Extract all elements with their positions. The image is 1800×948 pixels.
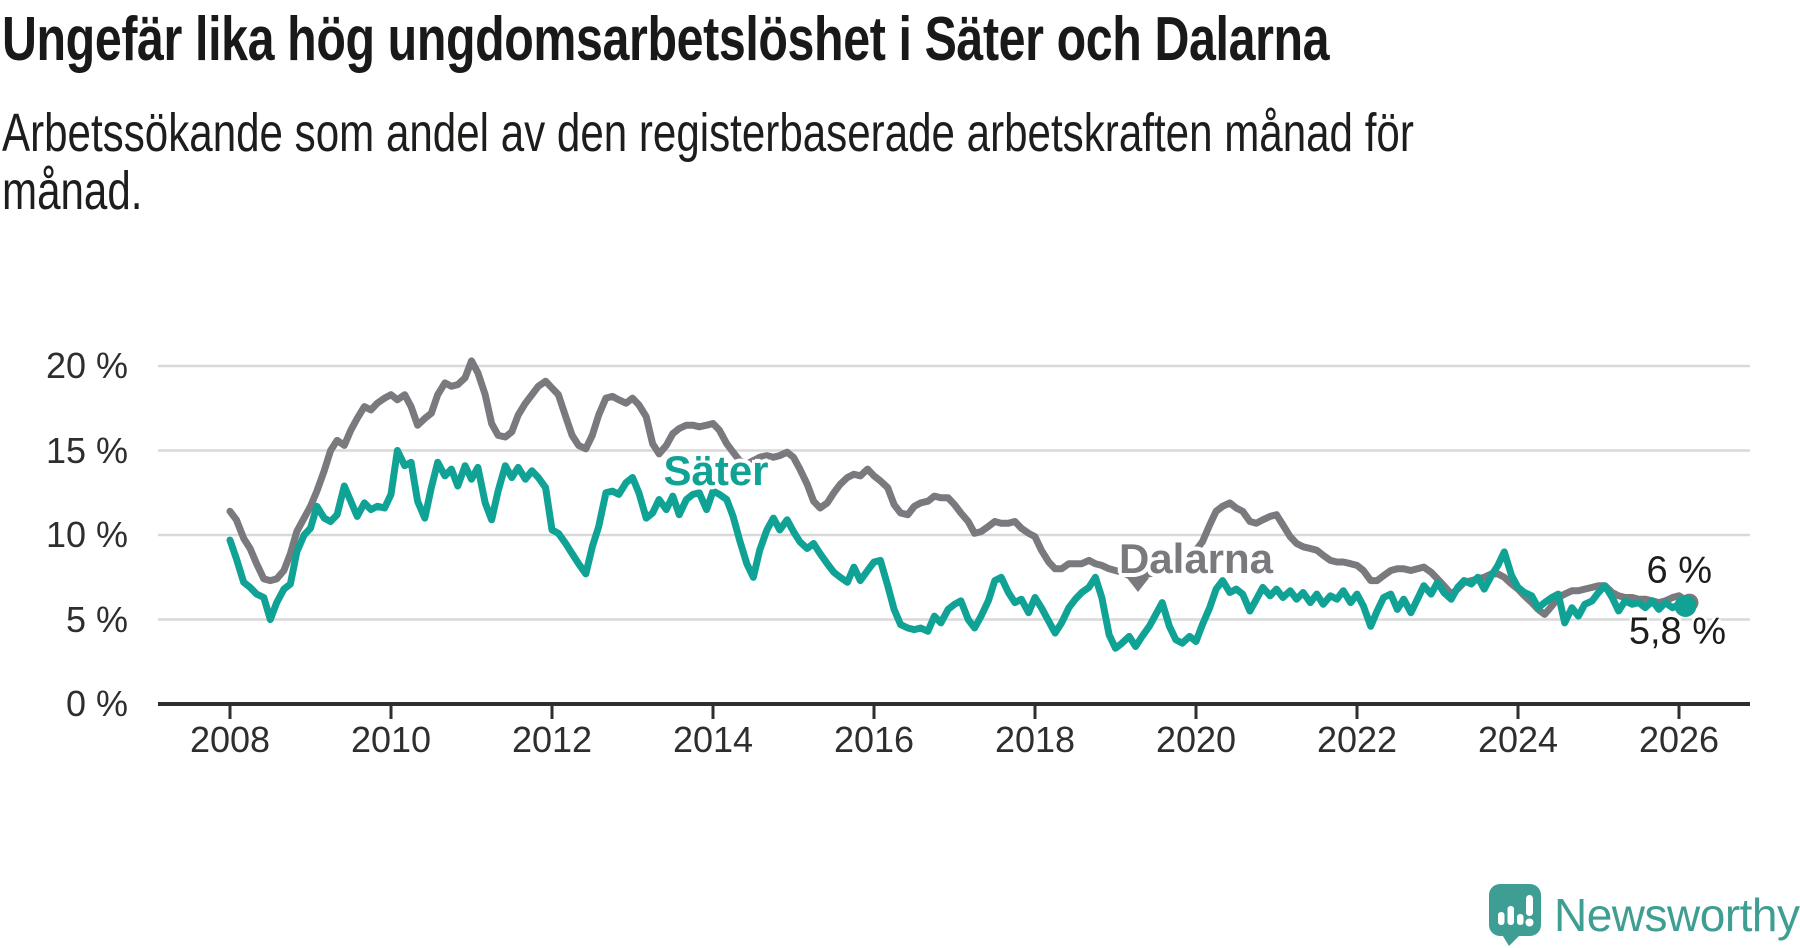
chart-subtitle: Arbetssökande som andel av den registerb…: [2, 103, 1414, 221]
end-value-sater: 5,8 %: [1628, 610, 1726, 653]
y-tick-label-20: 20 %: [45, 345, 128, 386]
x-tick-label-2026: 2026: [1638, 719, 1720, 760]
x-tick-label-2014: 2014: [672, 719, 754, 760]
newsworthy-logo-icon: [1489, 884, 1541, 946]
dalarna-label-caret-icon: [1127, 578, 1149, 592]
x-tick-label-2024: 2024: [1477, 719, 1559, 760]
x-tick-label-2020: 2020: [1155, 719, 1237, 760]
series-line-dalarna: [226, 357, 1693, 618]
y-tick-label-15: 15 %: [45, 429, 128, 471]
y-tick-label-5: 5 %: [65, 598, 128, 640]
end-value-dalarna: 6 %: [1646, 549, 1712, 592]
series-line-säter: [226, 447, 1689, 652]
x-tick-label-2018: 2018: [994, 719, 1076, 760]
series-label-sater: Säter: [663, 447, 769, 494]
series-end-dot-säter: [1674, 594, 1697, 617]
x-tick-label-2010: 2010: [350, 719, 432, 760]
y-tick-label-10: 10 %: [45, 514, 128, 555]
x-tick-label-2016: 2016: [833, 719, 915, 760]
x-tick-label-2008: 2008: [189, 719, 271, 760]
x-tick-label-2022: 2022: [1316, 719, 1398, 760]
x-tick-label-2012: 2012: [511, 719, 593, 760]
series-label-dalarna: Dalarna: [1118, 535, 1274, 582]
chart-title: Ungefär lika hög ungdomsarbetslöshet i S…: [2, 5, 1330, 74]
newsworthy-brand: Newsworthy: [1489, 884, 1800, 946]
newsworthy-brand-text: Newsworthy: [1554, 889, 1800, 941]
y-tick-label-0: 0 %: [65, 683, 128, 724]
